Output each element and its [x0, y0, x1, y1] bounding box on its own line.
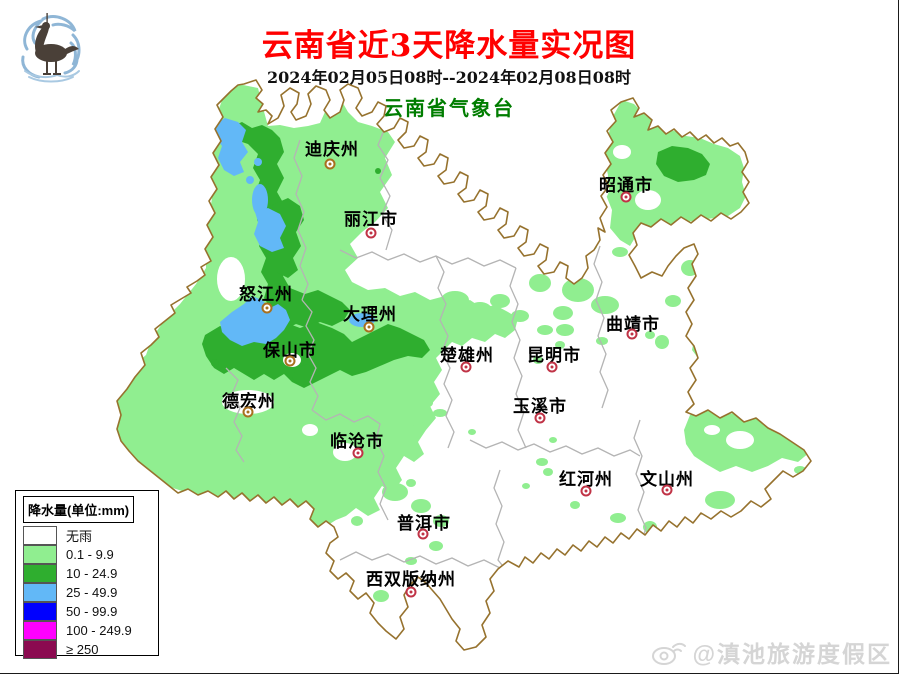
city-label-dali: 大理州	[343, 305, 397, 324]
marker-dot	[265, 306, 269, 310]
city-marker-baoshan	[284, 355, 296, 367]
marker-dot	[624, 195, 628, 199]
marker-dot	[421, 532, 425, 536]
legend-swatch	[23, 545, 57, 564]
page-title: 云南省近3天降水量实况图	[261, 28, 637, 64]
marker-dot	[288, 359, 292, 363]
legend-item: 100 - 249.9	[23, 621, 158, 640]
legend-label: 50 - 99.9	[66, 604, 118, 619]
city-marker-zhaotong	[620, 191, 632, 203]
weibo-icon	[651, 642, 686, 665]
agency-name: 云南省气象台	[383, 96, 515, 120]
city-marker-diqing	[324, 158, 336, 170]
marker-dot	[630, 332, 634, 336]
city-label-puer: 普洱市	[397, 514, 451, 533]
marker-dot	[328, 162, 332, 166]
legend-swatch	[23, 621, 57, 640]
legend-swatch	[23, 526, 57, 545]
city-marker-puer	[417, 528, 429, 540]
legend-item: ≥ 250	[23, 640, 158, 659]
province-border	[116, 79, 812, 651]
prefecture-borders	[225, 127, 647, 571]
city-label-lincang: 临沧市	[330, 432, 384, 451]
legend-item: 25 - 49.9	[23, 583, 158, 602]
city-marker-dali	[363, 321, 375, 333]
legend-title: 降水量(单位:mm)	[23, 496, 135, 523]
marker-dot	[356, 451, 360, 455]
city-marker-kunming	[546, 361, 558, 373]
legend-item: 50 - 99.9	[23, 602, 158, 621]
marker-dot	[464, 365, 468, 369]
rain-heavy-areas	[214, 118, 375, 346]
city-label-qujing: 曲靖市	[606, 315, 660, 334]
city-marker-xishuangbanna	[405, 586, 417, 598]
city-marker-wenshan	[661, 484, 673, 496]
city-marker-honghe	[580, 485, 592, 497]
bureau-logo-icon	[21, 13, 81, 83]
legend-label: 0.1 - 9.9	[66, 547, 114, 562]
city-marker-lincang	[352, 447, 364, 459]
legend-label: 25 - 49.9	[66, 585, 118, 600]
marker-dot	[538, 416, 542, 420]
watermark: @滇池旅游度假区	[651, 635, 892, 669]
marker-dot	[367, 325, 371, 329]
city-label-yuxi: 玉溪市	[513, 397, 567, 416]
city-label-xishuangbanna: 西双版纳州	[366, 570, 456, 589]
legend-swatch	[23, 583, 57, 602]
marker-dot	[584, 489, 588, 493]
date-range: 2024年02月05日08时--2024年02月08日08时	[267, 68, 631, 87]
legend-item: 0.1 - 9.9	[23, 545, 158, 564]
marker-dot	[369, 231, 373, 235]
legend-label: 100 - 249.9	[66, 623, 132, 638]
city-label-kunming: 昆明市	[527, 346, 581, 365]
city-marker-nujiang	[261, 302, 273, 314]
legend-swatch	[23, 602, 57, 621]
city-label-zhaotong: 昭通市	[599, 176, 653, 195]
city-marker-lijiang	[365, 227, 377, 239]
legend-swatch	[23, 564, 57, 583]
city-label-dehong: 德宏州	[222, 392, 276, 411]
marker-dot	[665, 488, 669, 492]
city-label-honghe: 红河州	[559, 470, 613, 489]
legend-item: 10 - 24.9	[23, 564, 158, 583]
legend-item: 无雨	[23, 526, 158, 545]
city-marker-yuxi	[534, 412, 546, 424]
legend-box: 降水量(单位:mm) 无雨 0.1 - 9.9 10 - 24.9 25 - 4…	[15, 490, 159, 659]
legend-label: 无雨	[66, 529, 93, 544]
bird-silhouette-icon	[35, 13, 79, 75]
city-label-baoshan: 保山市	[263, 341, 317, 360]
marker-dot	[550, 365, 554, 369]
marker-dot	[246, 410, 250, 414]
marker-dot	[409, 590, 413, 594]
city-label-chuxiong: 楚雄州	[440, 346, 494, 365]
city-marker-qujing	[626, 328, 638, 340]
watermark-text: @滇池旅游度假区	[692, 641, 892, 667]
city-label-wenshan: 文山州	[640, 470, 694, 489]
legend-label: ≥ 250	[66, 642, 99, 657]
city-label-diqing: 迪庆州	[305, 140, 359, 159]
city-marker-dehong	[242, 406, 254, 418]
city-label-nujiang: 怒江州	[239, 285, 293, 304]
legend-swatch	[23, 640, 57, 659]
legend-label: 10 - 24.9	[66, 566, 118, 581]
city-label-lijiang: 丽江市	[344, 210, 398, 229]
city-marker-chuxiong	[460, 361, 472, 373]
